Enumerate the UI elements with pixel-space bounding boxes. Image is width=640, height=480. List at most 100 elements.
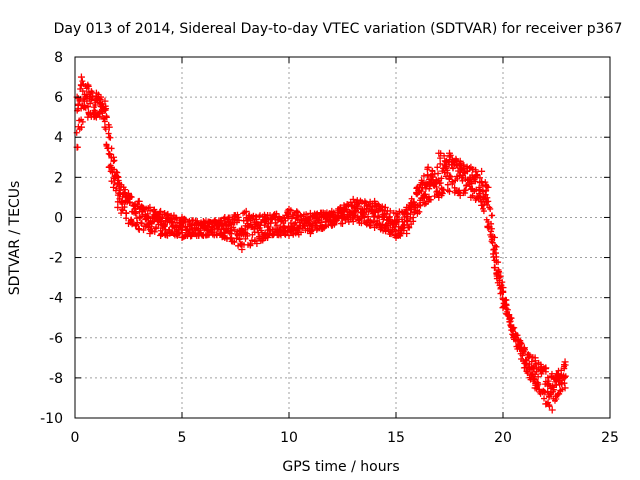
x-tick-label: 25 (601, 430, 619, 446)
data-point (554, 392, 561, 399)
x-tick-label: 15 (387, 430, 405, 446)
data-point (422, 191, 429, 198)
data-point (528, 358, 535, 365)
data-point (85, 103, 92, 110)
data-point (480, 208, 487, 215)
data-point (106, 151, 113, 158)
data-point (118, 199, 125, 206)
data-point (526, 352, 533, 359)
data-point (416, 208, 423, 215)
data-point (298, 229, 305, 236)
data-point (147, 207, 154, 214)
data-point (172, 214, 179, 221)
data-point (119, 207, 126, 214)
data-point (352, 208, 359, 215)
data-point (360, 211, 367, 218)
data-point (149, 227, 156, 234)
data-point (107, 134, 114, 141)
data-point (534, 379, 541, 386)
y-tick-label: 6 (54, 90, 63, 106)
data-point (548, 370, 555, 377)
data-point (477, 187, 484, 194)
data-point (87, 100, 94, 107)
data-point (372, 209, 379, 216)
data-point (179, 224, 186, 231)
data-point (138, 220, 145, 227)
data-point (197, 227, 204, 234)
data-point (561, 374, 568, 381)
data-point (85, 83, 92, 90)
data-point (444, 181, 451, 188)
data-point (76, 126, 83, 133)
data-point (111, 157, 118, 164)
data-point (337, 220, 344, 227)
data-point (446, 187, 453, 195)
data-point (500, 289, 507, 296)
data-point (561, 365, 568, 372)
data-point (426, 185, 433, 192)
data-point (508, 315, 515, 322)
data-point (485, 198, 492, 205)
data-point (293, 208, 300, 215)
data-point (406, 224, 413, 231)
data-point (559, 386, 566, 393)
data-point (403, 229, 411, 237)
data-point (379, 203, 386, 210)
data-point (524, 369, 531, 376)
data-point (463, 182, 470, 189)
data-point (303, 211, 310, 218)
data-point (493, 243, 500, 250)
data-point (123, 210, 130, 217)
data-point (390, 209, 397, 216)
data-point (408, 195, 415, 202)
data-point (489, 212, 496, 219)
data-point (476, 184, 483, 191)
data-point (447, 173, 454, 180)
data-point (424, 166, 431, 173)
y-tick-label: -8 (49, 371, 63, 387)
data-point (441, 152, 448, 159)
data-point (361, 214, 368, 221)
data-point (156, 208, 163, 215)
data-point (507, 318, 514, 325)
data-point (472, 166, 479, 173)
data-point (135, 198, 142, 205)
data-point (561, 380, 568, 387)
data-point (114, 203, 122, 211)
data-point (549, 383, 556, 390)
y-tick-label: -4 (49, 291, 63, 307)
data-point (166, 226, 173, 233)
data-point (133, 221, 140, 228)
data-point (370, 218, 377, 225)
data-point (374, 217, 381, 224)
data-point (79, 88, 86, 95)
data-point (535, 373, 542, 380)
data-point (529, 354, 536, 361)
data-point (251, 238, 258, 245)
data-point (483, 187, 490, 194)
data-point (92, 101, 99, 108)
data-point (121, 204, 128, 211)
x-tick-label: 0 (71, 430, 80, 446)
data-point (392, 218, 399, 225)
data-point (437, 150, 444, 157)
data-point (439, 186, 446, 193)
data-point (132, 210, 139, 217)
data-point (355, 202, 362, 209)
data-point (375, 201, 382, 208)
data-point (79, 118, 86, 125)
data-point (394, 211, 401, 218)
data-point (425, 193, 432, 200)
data-point (287, 207, 294, 214)
data-point (430, 174, 437, 181)
data-point (468, 180, 475, 187)
data-point (488, 238, 495, 245)
data-point (108, 154, 115, 161)
data-point (461, 169, 468, 176)
data-point (519, 352, 526, 359)
y-tick-label: -10 (40, 411, 63, 427)
x-tick-label: 20 (494, 430, 512, 446)
data-point (379, 221, 386, 228)
data-point (75, 101, 82, 108)
